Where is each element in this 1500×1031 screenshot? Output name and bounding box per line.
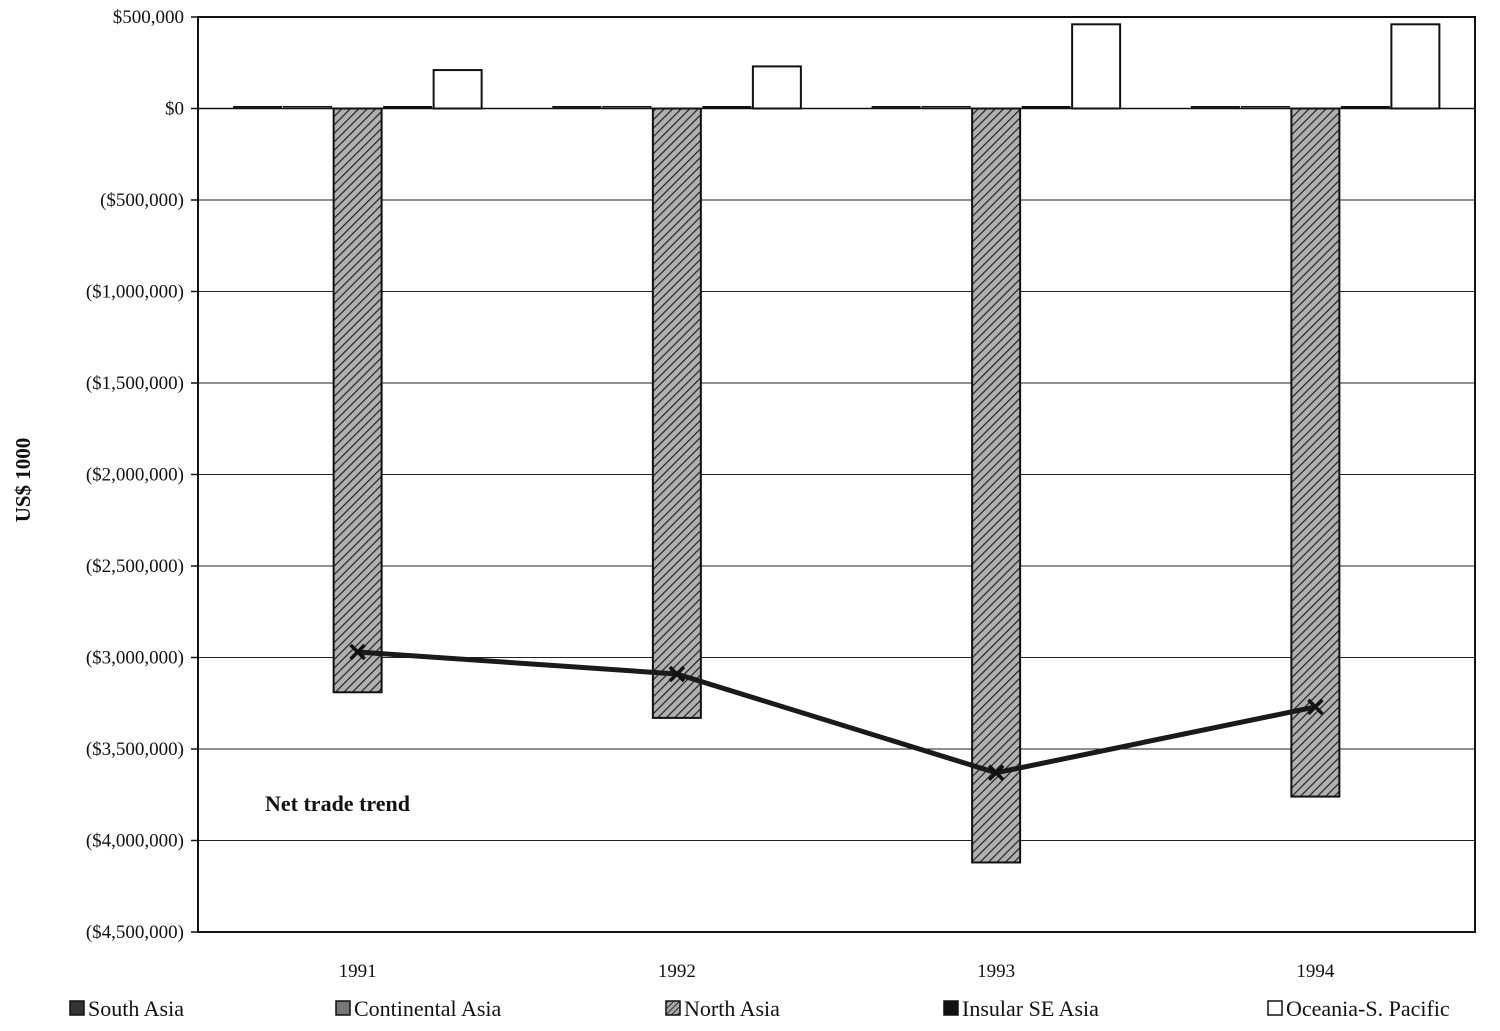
y-axis-label: US$ 1000 <box>11 438 35 523</box>
y-tick-label: ($4,500,000) <box>86 922 184 943</box>
legend-item: South Asia <box>69 996 184 1021</box>
bar-north-asia-1993 <box>971 107 1022 864</box>
bar-north-asia-1994 <box>1290 107 1341 798</box>
net-trade-point-marker <box>668 665 686 683</box>
y-tick-label: ($4,000,000) <box>86 831 184 852</box>
legend-swatch <box>943 1000 959 1016</box>
x-tick-label: 1992 <box>658 961 696 982</box>
y-tick-label: ($2,000,000) <box>86 465 184 486</box>
x-axis-ticks: 1991 1992 1993 1994 <box>339 961 1335 982</box>
legend-item: Oceania-S. Pacific <box>1267 996 1450 1021</box>
net-trade-line <box>349 643 1324 782</box>
legend: South Asia Continental Asia North Asia Insu… <box>69 996 1450 1021</box>
y-axis-ticks: $500,000 $0 ($500,000) ($1,000,000) ($1,500,… <box>86 7 198 943</box>
legend-swatch <box>69 1000 85 1016</box>
legend-label: Continental Asia <box>354 996 502 1021</box>
y-tick-label: ($1,500,000) <box>86 373 184 394</box>
y-tick-label: ($3,500,000) <box>86 739 184 760</box>
bar-north-asia-1992 <box>651 107 702 719</box>
net-trade-trend-line <box>357 649 1316 776</box>
legend-label: Oceania-S. Pacific <box>1286 996 1450 1021</box>
y-tick-label: ($3,000,000) <box>86 648 184 669</box>
bar-oceania-s-pacific-1991 <box>432 69 483 110</box>
bar-oceania-s-pacific-1993 <box>1071 23 1122 110</box>
net-trade-point-marker <box>1307 698 1324 716</box>
y-tick-label: ($1,000,000) <box>86 282 184 303</box>
x-tick-label: 1991 <box>339 961 377 982</box>
legend-swatch <box>665 1000 681 1016</box>
legend-swatch <box>1267 1000 1283 1016</box>
legend-item: North Asia <box>665 996 780 1021</box>
x-tick-label: 1994 <box>1296 961 1335 982</box>
legend-item: Continental Asia <box>335 996 502 1021</box>
legend-swatch <box>335 1000 351 1016</box>
y-tick-label: ($500,000) <box>100 190 184 211</box>
y-tick-label: ($2,500,000) <box>86 556 184 577</box>
legend-label: South Asia <box>88 996 184 1021</box>
net-trade-trend-annotation: Net trade trend <box>265 791 410 816</box>
legend-label: North Asia <box>684 996 780 1021</box>
legend-label: Insular SE Asia <box>962 996 1099 1021</box>
x-tick-label: 1993 <box>977 961 1015 982</box>
legend-item: Insular SE Asia <box>943 996 1099 1021</box>
bar-oceania-s-pacific-1994 <box>1390 23 1441 110</box>
bar-north-asia-1991 <box>332 107 383 694</box>
bars <box>233 23 1441 864</box>
bar-oceania-s-pacific-1992 <box>751 65 802 110</box>
net-trade-point-marker <box>349 643 366 661</box>
net-trade-point-marker <box>987 764 1005 782</box>
y-tick-label: $0 <box>165 99 184 120</box>
y-tick-label: $500,000 <box>113 7 184 28</box>
